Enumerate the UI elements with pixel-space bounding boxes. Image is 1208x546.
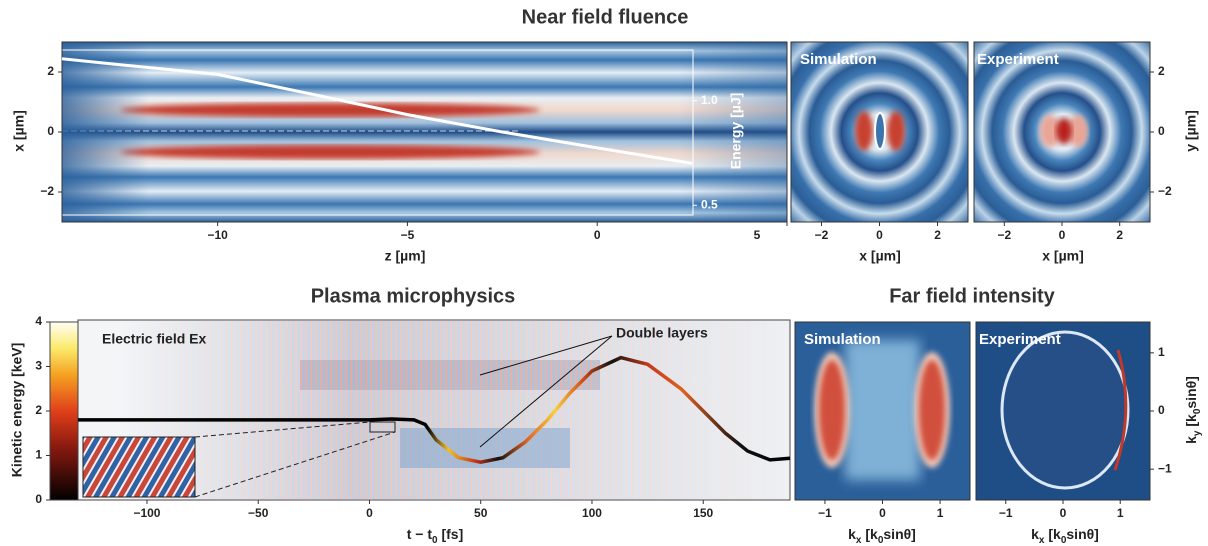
x-tick-label: 100 xyxy=(582,506,602,520)
x-tick-label: −10 xyxy=(207,228,228,242)
y-tick-label: 1 xyxy=(35,448,42,462)
plasma-map xyxy=(49,319,791,501)
x-axis-label-part: 0 xyxy=(878,535,884,546)
x-tick-label: 2 xyxy=(934,228,941,242)
y-tick-label: −2 xyxy=(1158,184,1172,198)
y-tick-label: 0 xyxy=(1158,124,1165,138)
x-axis-label-part: [k xyxy=(861,526,878,542)
x-tick-label: 0 xyxy=(879,506,886,520)
y-axis-label-part: 0 xyxy=(1192,408,1203,414)
x-tick-label: −50 xyxy=(248,506,269,520)
annotation: Electric field Ex xyxy=(102,331,206,347)
x-tick-label: −2 xyxy=(997,228,1011,242)
x-tick-label: 0 xyxy=(1060,506,1067,520)
far-field-simulation-map xyxy=(795,322,970,500)
annotation: Double layers xyxy=(616,325,708,341)
x-tick-label: −5 xyxy=(401,228,415,242)
x-axis-label-part: [fs] xyxy=(438,526,464,542)
x-tick-label: 1 xyxy=(937,506,944,520)
x-tick-label: 0 xyxy=(366,506,373,520)
near-field-simulation-map xyxy=(791,42,968,222)
y-axis-label-part: k xyxy=(1183,436,1199,444)
x-axis-label-part: [k xyxy=(1044,526,1061,542)
x-axis-label-part: k xyxy=(848,526,856,542)
panel-title: Far field intensity xyxy=(889,285,1055,307)
far-field-experiment-map xyxy=(976,322,1150,500)
x-axis-label: kx [k0sinθ] xyxy=(848,526,916,546)
panel-title: Plasma microphysics xyxy=(311,285,516,307)
y-axis-label: Kinetic energy [keV] xyxy=(9,343,25,478)
y-tick-label: −2 xyxy=(40,184,54,198)
x-tick-label: 1 xyxy=(1117,506,1124,520)
near-field-map xyxy=(62,42,787,222)
x-axis-label-part: x xyxy=(1039,535,1045,546)
y-tick-label: 4 xyxy=(35,314,42,328)
y-axis-label: y [µm] xyxy=(1183,110,1199,152)
x-tick-label: 0 xyxy=(876,228,883,242)
y-tick-label: 0 xyxy=(1158,403,1165,417)
x-axis-label-part: sinθ] xyxy=(1066,526,1098,542)
y-tick-label: 1 xyxy=(1158,345,1165,359)
y-tick-label: 2 xyxy=(47,64,54,78)
x-axis-label-part: 0 xyxy=(1061,535,1067,546)
y-tick-label: 1.0 xyxy=(701,93,718,107)
y-tick-label: 2 xyxy=(1158,64,1165,78)
x-tick-label: −100 xyxy=(133,506,160,520)
x-tick-label: 150 xyxy=(693,506,713,520)
x-axis-label-part: sinθ] xyxy=(883,526,915,542)
x-axis-label: x [µm] xyxy=(859,248,901,264)
x-tick-label: 2 xyxy=(1116,228,1123,242)
panel-title: Near field fluence xyxy=(522,6,689,28)
y-axis-label-part: [k xyxy=(1183,414,1199,431)
y-tick-label: 2 xyxy=(35,403,42,417)
x-axis-label: t − t0 [fs] xyxy=(407,526,464,546)
y-tick-label: 3 xyxy=(35,359,42,373)
x-tick-label: 0 xyxy=(1059,228,1066,242)
data-line xyxy=(61,57,693,165)
y-axis-label: ky [k0sinθ] xyxy=(1183,376,1203,444)
y-axis-label: x [µm] xyxy=(11,110,27,152)
y-tick-label: 0 xyxy=(35,492,42,506)
y-tick-label: −1 xyxy=(1158,461,1172,475)
x-axis-label-part: 0 xyxy=(432,535,438,546)
y-tick-label: 0.5 xyxy=(701,197,718,211)
x-axis-label-part: t − t xyxy=(407,526,433,542)
x-axis-label-part: x xyxy=(856,535,862,546)
x-tick-label: 5 xyxy=(754,228,761,242)
x-tick-label: −1 xyxy=(818,506,832,520)
x-tick-label: −1 xyxy=(999,506,1013,520)
panel-label: Experiment xyxy=(977,51,1059,68)
x-tick-label: 50 xyxy=(474,506,488,520)
x-tick-label: −2 xyxy=(815,228,829,242)
y2-axis-label: Energy [µJ] xyxy=(728,93,744,170)
x-axis-label: x [µm] xyxy=(1042,248,1084,264)
y-axis-label-part: sinθ] xyxy=(1183,376,1199,408)
y-axis-label-part: y xyxy=(1192,430,1203,436)
panel-label: Experiment xyxy=(979,331,1061,348)
x-axis-label-part: k xyxy=(1031,526,1039,542)
panel-label: Simulation xyxy=(804,331,881,348)
x-axis-label: z [µm] xyxy=(385,248,426,264)
data-line xyxy=(78,355,791,464)
x-tick-label: 0 xyxy=(594,228,601,242)
y-tick-label: 0 xyxy=(47,124,54,138)
x-axis-label: kx [k0sinθ] xyxy=(1031,526,1099,546)
panel-label: Simulation xyxy=(800,51,877,68)
near-field-experiment-map xyxy=(974,42,1150,222)
